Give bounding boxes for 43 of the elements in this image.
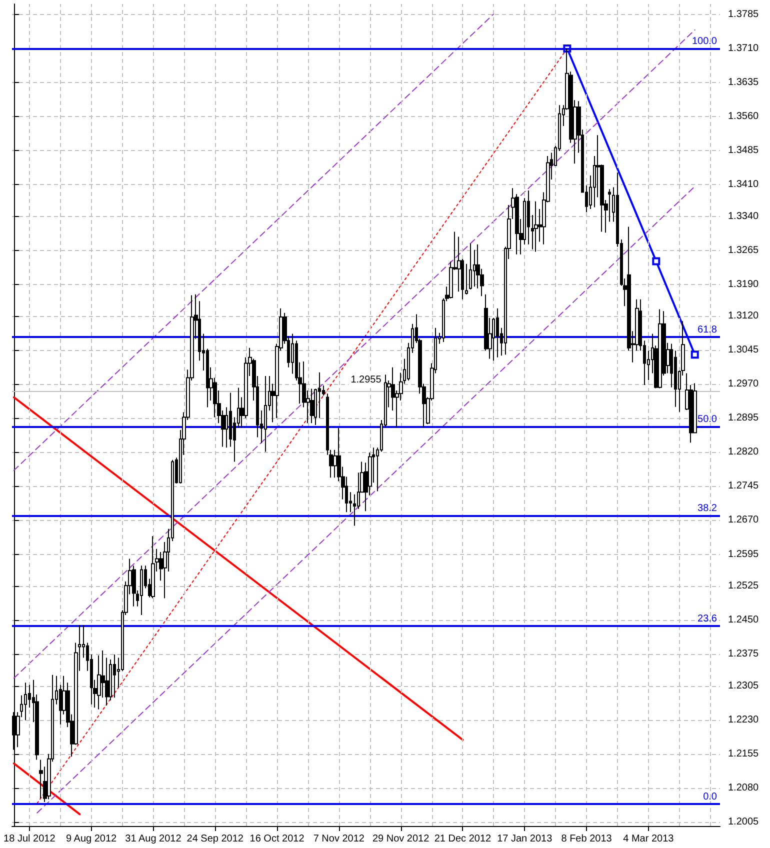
x-tick-label: 17 Jan 2013: [497, 834, 553, 844]
x-tick-label: 9 Aug 2012: [66, 834, 118, 844]
annotation: 0.0: [703, 792, 718, 803]
x-tick-label: 31 Aug 2012: [125, 834, 182, 844]
annotation: 38.2: [698, 503, 718, 514]
x-tick-label: 4 Mar 2013: [623, 834, 674, 844]
y-tick-label: 1.2595: [728, 548, 760, 560]
y-tick-label: 1.2670: [728, 514, 760, 526]
y-tick-label: 1.3410: [728, 179, 760, 190]
x-tick-label: 21 Dec 2012: [434, 834, 492, 844]
y-tick-label: 1.2305: [728, 680, 760, 692]
y-tick-label: 1.3045: [728, 344, 760, 356]
x-tick-label: 18 Jul 2012: [4, 834, 56, 844]
y-tick-label: 1.2895: [728, 412, 760, 424]
y-tick-label: 1.3120: [728, 310, 760, 322]
y-tick-label: 1.3190: [728, 278, 760, 290]
y-tick-label: 1.2155: [728, 748, 760, 760]
y-tick-label: 1.3340: [728, 210, 760, 222]
y-tick-label: 1.2005: [728, 816, 760, 828]
y-tick-label: 1.2375: [728, 648, 760, 660]
y-tick-label: 1.2745: [728, 480, 760, 492]
x-tick-label: 24 Sep 2012: [186, 834, 244, 844]
ref-line-label: 1.2955: [350, 374, 382, 386]
y-tick-label: 1.3560: [728, 111, 760, 122]
y-tick-label: 1.2230: [728, 714, 760, 726]
annotation: 23.6: [698, 613, 718, 624]
annotation: 100.0: [692, 36, 718, 47]
x-tick-label: 8 Feb 2013: [561, 834, 612, 844]
y-tick-label: 1.2820: [728, 446, 760, 458]
y-tick-label: 1.2970: [728, 378, 760, 390]
y-tick-label: 1.3485: [728, 145, 760, 156]
x-tick-label: 16 Oct 2012: [250, 834, 305, 844]
y-tick-label: 1.2080: [728, 782, 760, 794]
x-tick-label: 29 Nov 2012: [372, 834, 430, 844]
y-tick-label: 1.3785: [728, 8, 760, 20]
annotation: 50.0: [698, 414, 718, 425]
annotation: 61.8: [698, 324, 718, 336]
x-tick-label: 7 Nov 2012: [313, 834, 365, 844]
y-tick-label: 1.3635: [728, 76, 760, 88]
y-tick-label: 1.3710: [728, 42, 760, 54]
y-tick-label: 1.2450: [728, 614, 760, 626]
y-tick-label: 1.2525: [728, 580, 760, 592]
y-tick-label: 1.3265: [728, 244, 760, 256]
